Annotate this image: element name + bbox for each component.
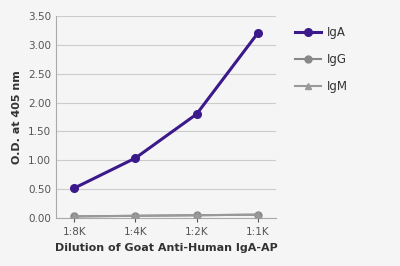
IgA	[72, 186, 77, 190]
IgA	[194, 113, 199, 116]
IgM	[194, 214, 199, 217]
IgM	[72, 215, 77, 218]
IgG	[72, 215, 77, 218]
IgM	[255, 213, 260, 216]
IgA	[255, 32, 260, 35]
IgG	[133, 214, 138, 217]
Y-axis label: O.D. at 405 nm: O.D. at 405 nm	[12, 70, 22, 164]
X-axis label: Dilution of Goat Anti-Human IgA-AP: Dilution of Goat Anti-Human IgA-AP	[55, 243, 277, 253]
Legend: IgA, IgG, IgM: IgA, IgG, IgM	[295, 26, 348, 93]
IgA	[133, 156, 138, 160]
IgM	[133, 214, 138, 217]
IgG	[194, 214, 199, 217]
IgG	[255, 213, 260, 216]
Line: IgA: IgA	[70, 30, 262, 192]
Line: IgM: IgM	[71, 211, 261, 220]
Line: IgG: IgG	[71, 211, 261, 220]
